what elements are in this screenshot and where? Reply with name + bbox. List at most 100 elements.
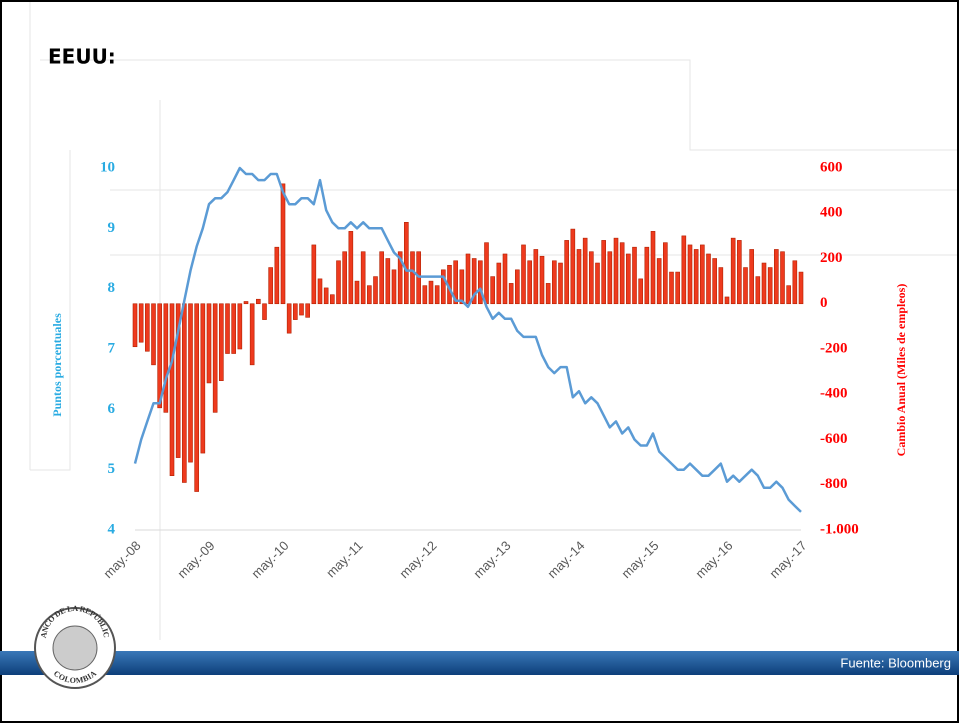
bar xyxy=(774,249,779,305)
heading: EEUU: xyxy=(48,45,116,69)
bar xyxy=(786,285,791,305)
bar xyxy=(644,246,650,305)
bar xyxy=(700,244,705,305)
bar xyxy=(453,260,458,305)
bar xyxy=(219,303,224,381)
y2-tick-label: -800 xyxy=(820,476,848,492)
bar xyxy=(379,251,384,305)
y-tick-label: 7 xyxy=(108,340,116,356)
bar xyxy=(755,276,761,305)
bar xyxy=(354,280,360,305)
bar xyxy=(299,303,304,316)
bar xyxy=(490,276,495,305)
bar xyxy=(317,278,323,305)
bar xyxy=(632,246,637,305)
bar xyxy=(385,258,391,305)
bar xyxy=(539,255,545,305)
bar xyxy=(718,267,724,305)
line xyxy=(133,166,802,513)
bar xyxy=(465,253,471,305)
bar xyxy=(638,278,643,305)
bar xyxy=(533,249,539,305)
bar xyxy=(508,283,514,305)
bar xyxy=(669,271,674,305)
y-tick-label: 5 xyxy=(108,461,116,477)
bar xyxy=(434,285,440,305)
bar xyxy=(305,303,310,318)
bar xyxy=(249,303,255,366)
bar xyxy=(336,260,341,305)
y2-tick-label: 600 xyxy=(820,159,843,175)
y2-tick-label: -200 xyxy=(820,340,848,356)
bar xyxy=(792,260,798,305)
bar xyxy=(576,249,582,305)
bar xyxy=(256,298,261,305)
bar xyxy=(582,237,588,305)
bar xyxy=(601,240,606,305)
bar xyxy=(730,237,736,305)
y2-tick-label: 200 xyxy=(820,250,843,266)
y-tick-label: 9 xyxy=(108,220,116,236)
bar xyxy=(311,244,317,305)
bar xyxy=(478,260,483,305)
source: Fuente: Bloomberg xyxy=(840,655,951,670)
bar xyxy=(675,271,680,305)
bar xyxy=(132,303,138,348)
bar xyxy=(206,303,212,384)
bar xyxy=(650,231,656,305)
bar xyxy=(521,244,526,305)
bar xyxy=(212,303,218,413)
bar xyxy=(761,262,767,305)
bar xyxy=(607,251,613,305)
bar xyxy=(243,301,249,305)
bar xyxy=(441,269,446,305)
bar xyxy=(182,303,187,483)
bar xyxy=(496,262,502,305)
bar xyxy=(681,235,687,305)
bar xyxy=(564,240,569,305)
bar xyxy=(749,249,754,305)
bar xyxy=(360,251,366,305)
y2-tick-label: 0 xyxy=(820,295,828,311)
bar xyxy=(194,303,199,492)
bar xyxy=(163,303,169,413)
bar xyxy=(798,271,804,305)
bar xyxy=(552,260,557,305)
bar xyxy=(169,303,175,476)
bar xyxy=(663,242,668,305)
bar xyxy=(422,285,428,305)
y-axis-label: Puntos porcentuales xyxy=(50,313,64,417)
bar xyxy=(348,231,354,305)
bar xyxy=(280,183,286,305)
y-tick-label: 8 xyxy=(108,280,116,296)
y2-tick-label: 400 xyxy=(820,205,843,221)
bar xyxy=(175,303,181,458)
bar xyxy=(619,242,625,305)
bar xyxy=(404,222,409,305)
bar xyxy=(138,303,144,343)
bar xyxy=(428,280,434,305)
bar xyxy=(515,269,520,305)
y-tick-label: 6 xyxy=(108,401,116,417)
footer-band xyxy=(0,651,959,675)
bar xyxy=(145,303,150,352)
bar xyxy=(595,262,600,305)
bar xyxy=(286,303,292,334)
bar xyxy=(613,237,619,305)
bar xyxy=(558,262,563,305)
y-tick-label: 4 xyxy=(108,521,116,537)
bar xyxy=(274,246,280,305)
y2-tick-label: -400 xyxy=(820,386,848,402)
y2-tick-label: -1.000 xyxy=(820,521,859,537)
logo-face xyxy=(52,625,98,671)
bar xyxy=(231,303,236,354)
bar xyxy=(225,303,230,354)
bar xyxy=(157,303,162,409)
bar xyxy=(743,267,748,305)
bar xyxy=(706,253,711,305)
bar xyxy=(656,258,662,305)
bar xyxy=(687,244,693,305)
bar xyxy=(589,251,594,305)
